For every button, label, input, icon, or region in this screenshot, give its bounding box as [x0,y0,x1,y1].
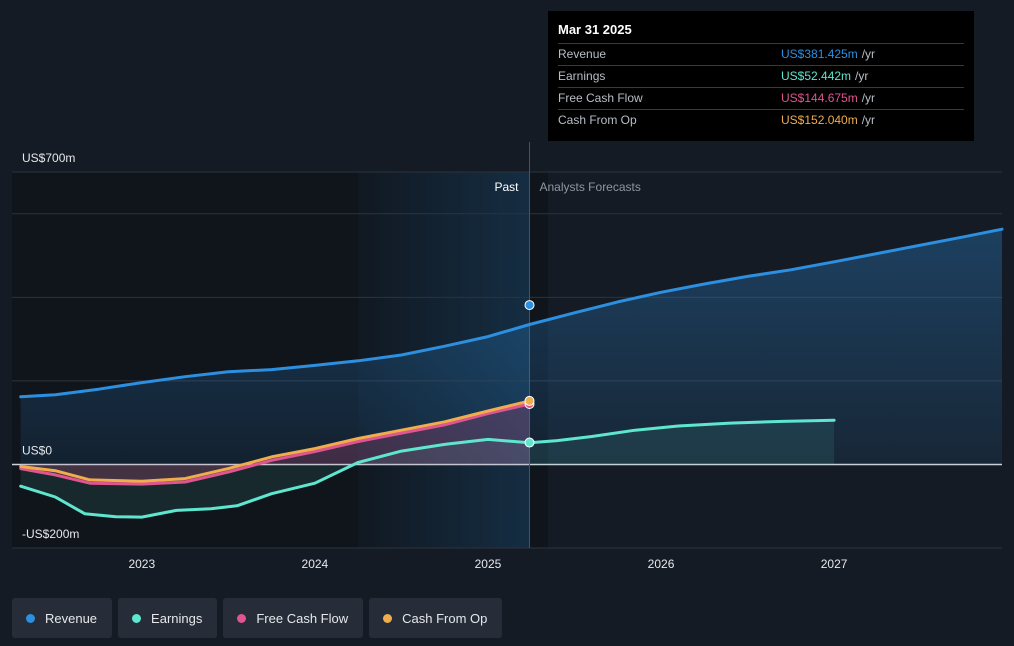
tooltip-row-name: Earnings [558,69,606,83]
revenue-line [19,227,1004,399]
revenue-area [20,229,1002,465]
legend-label: Free Cash Flow [256,610,349,626]
x-tick-label: 2027 [821,557,848,571]
tooltip-row: Cash From Op US$152.040m/yr [558,109,964,131]
y-tick-label: -US$200m [22,527,79,541]
axis-labels: US$700m US$0 -US$200m 2023 2024 2025 2026 2027 P… [22,151,848,571]
legend-label: Cash From Op [402,610,488,626]
legend-item-free-cash-flow[interactable]: Free Cash Flow [223,598,364,638]
tooltip-row-unit: /yr [861,47,876,61]
tooltip-row-name: Free Cash Flow [558,91,643,105]
area-fills [20,229,1002,518]
tooltip-row-name: Revenue [558,47,607,61]
chart-canvas: US$700m US$0 -US$200m 2023 2024 2025 2026 2027 P… [12,142,1004,571]
tooltip-row-unit: /yr [861,113,876,127]
legend: Revenue Earnings Free Cash Flow Cash From O… [12,598,503,638]
cash-from-op-marker [524,395,535,406]
earnings-line [19,418,836,519]
tooltip-row-unit: /yr [861,91,876,105]
legend-dot-icon [237,613,247,623]
legend-item-revenue[interactable]: Revenue [12,598,113,638]
legend-label: Earnings [151,610,203,626]
revenue-marker [524,300,535,311]
earnings-marker [524,437,535,448]
legend-label: Revenue [45,610,98,626]
x-tick-label: 2023 [128,557,155,571]
tooltip-date: Mar 31 2025 [558,22,632,37]
tooltip-row-value: US$381.425m [781,47,858,61]
tooltip-row-value: US$152.040m [781,113,858,127]
cash-from-op-line [19,399,531,483]
legend-dot-icon [26,613,35,623]
past-label: Past [494,180,519,194]
tooltip-row-name: Cash From Op [558,113,637,127]
legend-item-earnings[interactable]: Earnings [118,598,218,638]
x-tick-label: 2024 [302,557,329,571]
x-tick-label: 2025 [475,557,502,571]
earnings-area [20,420,835,518]
y-tick-label: US$700m [22,151,75,165]
tooltip-row-value: US$52.442m [781,69,852,83]
y-tick-label: US$0 [22,443,52,457]
tooltip-row-value: US$144.675m [781,91,858,105]
highlight-markers [524,300,535,448]
tooltip: Mar 31 2025 Revenue US$381.425m/yr Earning… [548,11,974,141]
x-tick-label: 2026 [648,557,675,571]
tooltip-row: Earnings US$52.442m/yr [558,65,964,87]
free-cash-flow-line [19,402,531,486]
series-lines [19,227,1004,519]
legend-dot-icon [132,613,142,623]
free-cash-flow-area [20,404,530,485]
legend-dot-icon [383,613,393,623]
forecast-label: Analysts Forecasts [540,180,641,194]
legend-item-cash-from-op[interactable]: Cash From Op [369,598,503,638]
tooltip-row: Revenue US$381.425m/yr [558,43,964,65]
tooltip-row: Free Cash Flow US$144.675m/yr [558,87,964,109]
tooltip-row-unit: /yr [855,69,869,83]
tooltip-rows: Revenue US$381.425m/yr Earnings US$52.442m /… [558,43,964,131]
